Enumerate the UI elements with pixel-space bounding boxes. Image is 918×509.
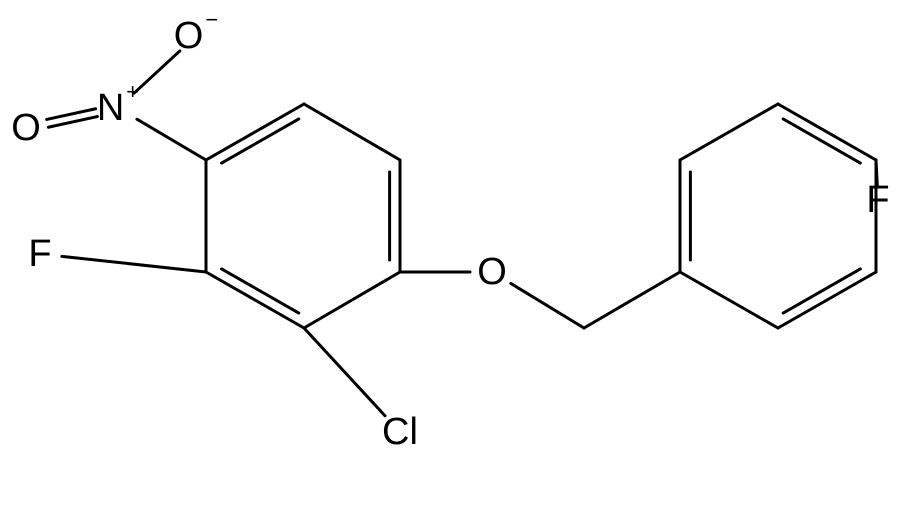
molecule-diagram: O− N+ O F Cl O F (0, 0, 918, 509)
f-right-label: F (866, 179, 889, 221)
o-ether-label: O (477, 251, 507, 293)
n-plus-label: N+ (97, 79, 139, 129)
cl-label: Cl (382, 411, 418, 453)
o-minus-label: O− (174, 7, 218, 57)
f-left-label: F (28, 233, 51, 275)
o-dbl-label: O (11, 107, 41, 149)
